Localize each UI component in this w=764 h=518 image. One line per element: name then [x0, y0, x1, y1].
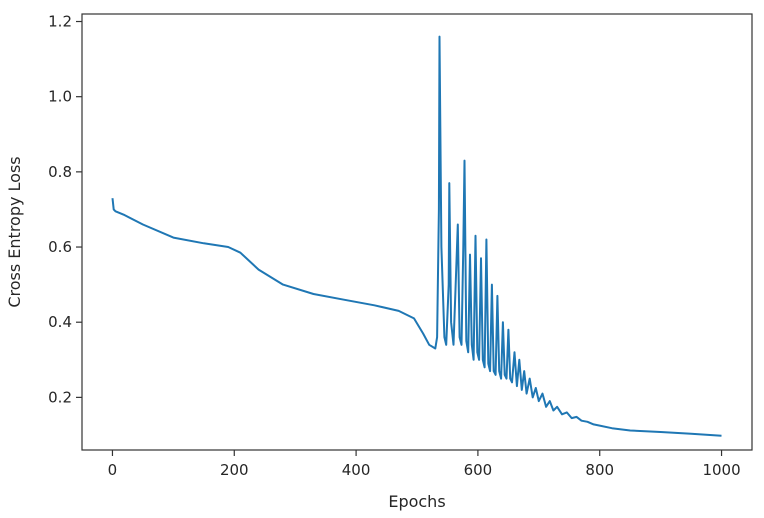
x-tick-label: 600 — [464, 461, 493, 479]
y-tick-label: 0.4 — [48, 313, 72, 331]
plot-area — [111, 35, 722, 437]
axes-frame — [81, 13, 753, 451]
y-axis-label: Cross Entropy Loss — [5, 156, 24, 307]
loss-line — [111, 35, 722, 437]
y-tick-label: 0.8 — [48, 163, 72, 181]
x-tick-label: 200 — [220, 461, 249, 479]
y-tick-label: 0.2 — [48, 388, 72, 406]
x-tick-label: 800 — [585, 461, 614, 479]
y-axis-ticks: 0.2 0.4 0.6 0.8 1.0 1.2 — [48, 13, 82, 406]
x-tick-label: 0 — [108, 461, 118, 479]
x-tick-label: 1000 — [702, 461, 740, 479]
x-axis-ticks: 0 200 400 600 800 1000 — [108, 450, 741, 479]
y-tick-label: 1.0 — [48, 88, 72, 106]
y-tick-label: 0.6 — [48, 238, 72, 256]
y-tick-label: 1.2 — [48, 13, 72, 31]
x-axis-label: Epochs — [388, 492, 445, 511]
x-tick-label: 400 — [342, 461, 371, 479]
